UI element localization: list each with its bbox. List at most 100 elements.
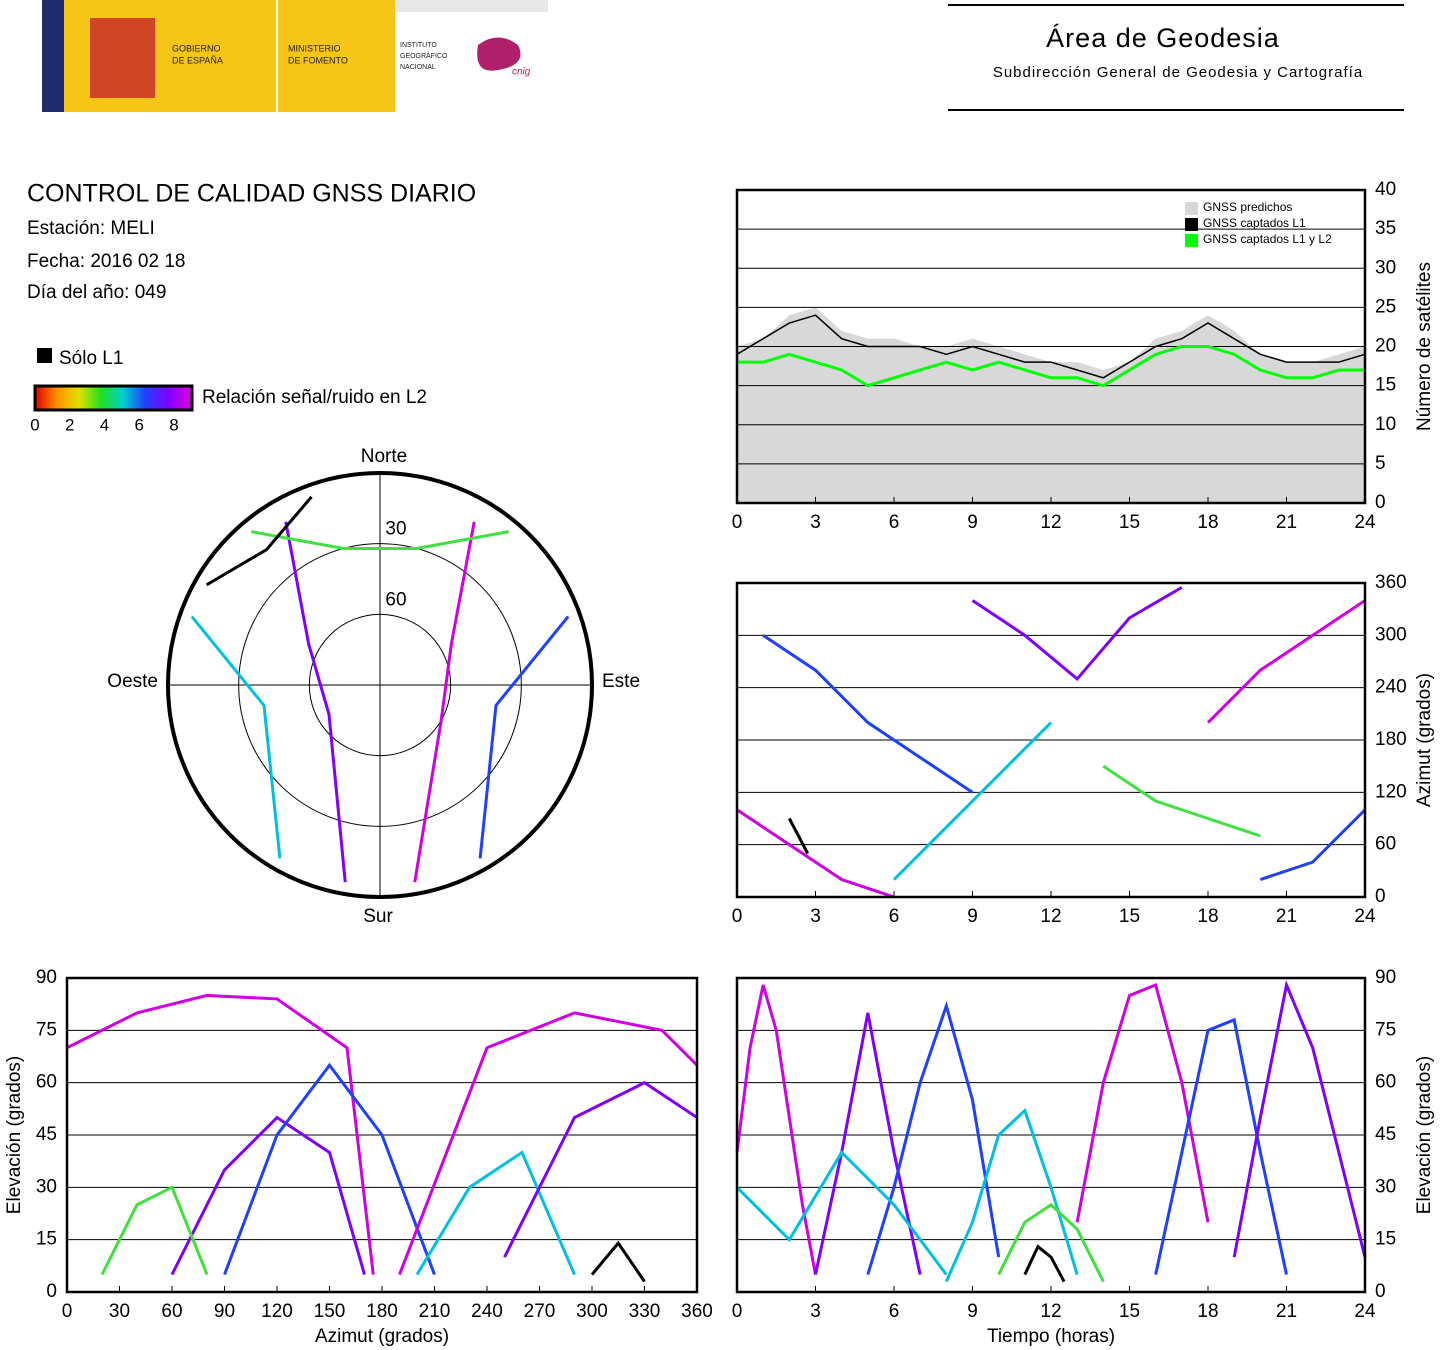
sky-horizon bbox=[166, 471, 594, 899]
header-logos: GOBIERNO DE ESPAÑA MINISTERIO DE FOMENTO… bbox=[42, 0, 548, 112]
x-tick-label: 18 bbox=[1197, 1301, 1218, 1322]
logo-text: INSTITUTO bbox=[400, 42, 437, 49]
colorbar-label: Relación señal/ruido en L2 bbox=[202, 387, 427, 408]
x-tick-label: 90 bbox=[214, 1301, 235, 1322]
y-tick-label: 15 bbox=[36, 1229, 57, 1250]
x-tick-label: 6 bbox=[889, 906, 900, 927]
satellite-track bbox=[1102, 764, 1261, 838]
y-tick-label: 90 bbox=[36, 967, 57, 988]
x-tick-label: 18 bbox=[1197, 512, 1218, 533]
ring-label: 30 bbox=[385, 519, 406, 540]
series-line bbox=[736, 314, 1366, 379]
y-tick-label: 45 bbox=[1375, 1124, 1396, 1145]
satellite-track bbox=[223, 1062, 436, 1276]
logo-text: DE FOMENTO bbox=[288, 55, 348, 65]
x-tick-label: 24 bbox=[1354, 906, 1376, 927]
direction-label: Sur bbox=[363, 906, 393, 927]
satellite-track bbox=[997, 1202, 1105, 1283]
satellite-track bbox=[398, 1011, 699, 1276]
plot-frame bbox=[735, 188, 1367, 505]
y-tick-label: 0 bbox=[1375, 492, 1386, 513]
x-tick-label: 15 bbox=[1119, 512, 1140, 533]
satellite-track bbox=[205, 495, 313, 587]
satellite-track bbox=[478, 615, 570, 859]
logo-text: GOBIERNO bbox=[172, 43, 221, 53]
satellite-track bbox=[814, 1012, 922, 1275]
x-tick-label: 12 bbox=[1040, 906, 1061, 927]
y-tick-label: 0 bbox=[1375, 1281, 1386, 1302]
y-tick-label: 60 bbox=[1375, 834, 1396, 855]
direction-label: Oeste bbox=[107, 671, 158, 692]
area bbox=[737, 307, 1365, 503]
y-tick-label: 300 bbox=[1375, 624, 1407, 645]
legend-swatch bbox=[1185, 234, 1198, 247]
legend-label: Sólo L1 bbox=[59, 348, 123, 369]
colorbar-tick-label: 0 bbox=[30, 415, 39, 434]
x-tick-label: 0 bbox=[732, 512, 743, 533]
y-tick-label: 60 bbox=[36, 1072, 57, 1093]
y-tick-label: 5 bbox=[1375, 453, 1386, 474]
x-tick-label: 0 bbox=[62, 1301, 73, 1322]
x-tick-label: 0 bbox=[732, 906, 743, 927]
x-tick-label: 15 bbox=[1119, 1301, 1140, 1322]
x-tick-label: 24 bbox=[1354, 1301, 1376, 1322]
satellite-track bbox=[1232, 979, 1367, 1258]
x-tick-label: 30 bbox=[109, 1301, 130, 1322]
plot-frame bbox=[735, 976, 1367, 1294]
y-tick-label: 180 bbox=[1375, 729, 1407, 750]
x-tick-label: 180 bbox=[366, 1301, 398, 1322]
y-tick-label: 15 bbox=[1375, 1229, 1396, 1250]
y-tick-label: 15 bbox=[1375, 375, 1396, 396]
x-tick-label: 18 bbox=[1197, 906, 1218, 927]
x-tick-label: 24 bbox=[1354, 512, 1376, 533]
satellite-track bbox=[1075, 982, 1210, 1223]
satellite-track bbox=[503, 1080, 698, 1258]
logo-text: DE ESPAÑA bbox=[172, 55, 223, 65]
y-tick-label: 25 bbox=[1375, 296, 1396, 317]
y-tick-label: 120 bbox=[1375, 781, 1407, 802]
plot-frame bbox=[65, 976, 699, 1294]
satellite-track bbox=[1023, 1244, 1066, 1283]
x-tick-label: 6 bbox=[889, 512, 900, 533]
header-subtitle: Subdirección General de Geodesia y Carto… bbox=[993, 64, 1363, 81]
satellite-track bbox=[415, 1150, 576, 1276]
legend-swatch bbox=[1185, 218, 1198, 231]
colorbar-tick-label: 2 bbox=[65, 415, 74, 434]
x-tick-label: 6 bbox=[889, 1301, 900, 1322]
y-tick-label: 35 bbox=[1375, 218, 1396, 239]
x-tick-label: 9 bbox=[967, 1301, 978, 1322]
x-tick-label: 240 bbox=[471, 1301, 503, 1322]
logo-text: cnig bbox=[512, 67, 531, 78]
series-line bbox=[737, 345, 1365, 388]
logo-text: NACIONAL bbox=[400, 64, 436, 71]
x-tick-label: 9 bbox=[967, 512, 978, 533]
x-tick-label: 300 bbox=[576, 1301, 608, 1322]
colorbar-tick-label: 4 bbox=[100, 415, 109, 434]
report-title: CONTROL DE CALIDAD GNSS DIARIO bbox=[27, 180, 476, 208]
x-axis-label: Tiempo (horas) bbox=[987, 1326, 1115, 1347]
y-tick-label: 75 bbox=[1375, 1019, 1396, 1040]
colorbar-tick-label: 8 bbox=[169, 415, 178, 434]
satellite-track bbox=[190, 615, 282, 859]
y-tick-label: 360 bbox=[1375, 572, 1407, 593]
logo-text: MINISTERIO bbox=[288, 43, 341, 53]
x-tick-label: 15 bbox=[1119, 906, 1140, 927]
satellite-track bbox=[762, 634, 974, 794]
satellite-track bbox=[100, 1185, 209, 1276]
y-tick-label: 20 bbox=[1375, 336, 1396, 357]
x-tick-label: 0 bbox=[732, 1301, 743, 1322]
colorbar-tick-label: 6 bbox=[135, 415, 144, 434]
y-tick-label: 30 bbox=[36, 1176, 57, 1197]
y-tick-label: 30 bbox=[1375, 1176, 1396, 1197]
x-tick-label: 21 bbox=[1276, 1301, 1297, 1322]
y-tick-label: 60 bbox=[1375, 1072, 1396, 1093]
x-tick-label: 21 bbox=[1276, 512, 1297, 533]
satellite-track bbox=[413, 521, 476, 883]
satellite-track bbox=[170, 1115, 366, 1276]
elevation-ring bbox=[308, 613, 452, 757]
satellite-track bbox=[735, 1150, 948, 1276]
ring-label: 60 bbox=[385, 589, 406, 610]
satellite-track bbox=[590, 1240, 646, 1283]
x-tick-label: 3 bbox=[810, 1301, 821, 1322]
